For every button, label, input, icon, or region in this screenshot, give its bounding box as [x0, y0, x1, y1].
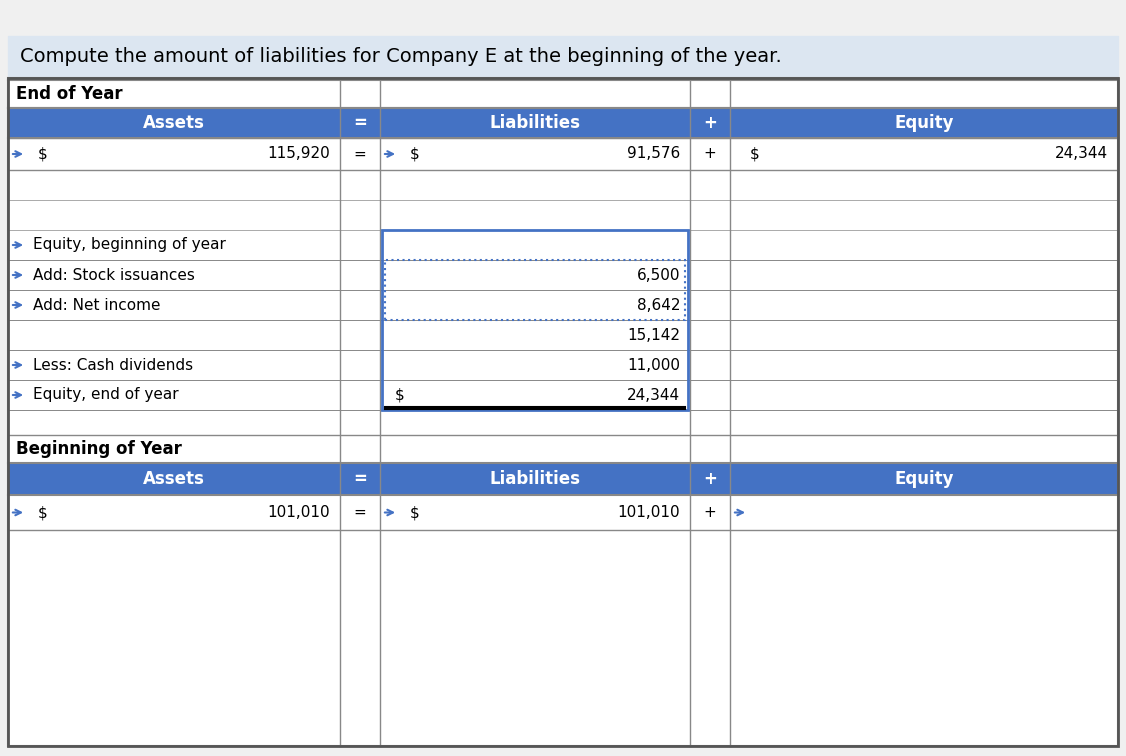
Bar	[379, 260, 690, 290]
Bar	[690, 260, 1118, 290]
Bar	[340, 463, 379, 495]
Bar	[382, 230, 688, 410]
Bar	[730, 463, 1118, 495]
Text: 24,344: 24,344	[627, 388, 680, 402]
Text: $: $	[38, 505, 47, 520]
Text: 91,576: 91,576	[627, 147, 680, 162]
Text: $: $	[410, 505, 420, 520]
Text: 24,344: 24,344	[1055, 147, 1108, 162]
Text: $: $	[410, 147, 420, 162]
Bar	[8, 78, 1118, 746]
Text: $: $	[395, 388, 404, 402]
Bar	[8, 138, 340, 170]
Bar	[8, 350, 340, 380]
Bar	[730, 495, 1118, 530]
Text: Assets: Assets	[143, 114, 205, 132]
Text: End of Year: End of Year	[16, 85, 123, 103]
Text: Equity: Equity	[894, 114, 954, 132]
Text: 11,000: 11,000	[627, 358, 680, 373]
Bar	[730, 138, 1118, 170]
Bar	[8, 463, 340, 495]
Bar	[379, 230, 690, 260]
Bar	[8, 78, 1118, 746]
Text: 8,642: 8,642	[636, 298, 680, 312]
Bar	[690, 108, 730, 138]
Bar	[340, 380, 379, 410]
Bar	[379, 320, 690, 350]
Bar	[8, 380, 340, 410]
Bar	[340, 320, 379, 350]
Text: 101,010: 101,010	[617, 505, 680, 520]
Bar	[340, 230, 379, 260]
Bar	[379, 380, 690, 410]
Text: +: +	[703, 470, 717, 488]
Bar	[379, 350, 690, 380]
Bar	[340, 350, 379, 380]
Text: Equity, end of year: Equity, end of year	[33, 388, 179, 402]
Bar	[8, 290, 340, 320]
Text: =: =	[354, 114, 367, 132]
Bar	[379, 463, 690, 495]
Text: Add: Stock issuances: Add: Stock issuances	[33, 268, 195, 283]
Text: Beginning of Year: Beginning of Year	[16, 440, 182, 458]
Bar	[690, 290, 1118, 320]
Text: 15,142: 15,142	[627, 327, 680, 342]
Bar	[8, 80, 1118, 108]
Bar	[8, 170, 1118, 200]
Text: 115,920: 115,920	[267, 147, 330, 162]
Text: 6,500: 6,500	[636, 268, 680, 283]
Bar	[8, 260, 340, 290]
Bar	[690, 138, 730, 170]
Bar	[8, 78, 1118, 746]
Bar	[690, 380, 1118, 410]
Bar	[379, 108, 690, 138]
Bar	[690, 463, 730, 495]
Bar	[379, 495, 690, 530]
Text: Liabilities: Liabilities	[490, 114, 581, 132]
Text: =: =	[354, 505, 366, 520]
Text: =: =	[354, 147, 366, 162]
Bar	[8, 36, 1118, 76]
Bar	[8, 108, 340, 138]
Text: 101,010: 101,010	[267, 505, 330, 520]
Text: Equity, beginning of year: Equity, beginning of year	[33, 237, 226, 253]
Bar	[340, 260, 379, 290]
Text: Assets: Assets	[143, 470, 205, 488]
Text: =: =	[354, 470, 367, 488]
Bar	[385, 260, 685, 320]
Text: +: +	[703, 114, 717, 132]
Bar	[730, 108, 1118, 138]
Bar	[379, 290, 690, 320]
Text: Less: Cash dividends: Less: Cash dividends	[33, 358, 194, 373]
Bar	[8, 495, 340, 530]
Bar	[8, 230, 340, 260]
Bar	[340, 138, 379, 170]
Text: Add: Net income: Add: Net income	[33, 298, 161, 312]
Text: $: $	[750, 147, 760, 162]
Bar	[340, 290, 379, 320]
Text: +: +	[704, 505, 716, 520]
Bar	[340, 108, 379, 138]
Text: Equity: Equity	[894, 470, 954, 488]
Bar	[690, 495, 730, 530]
Bar	[340, 495, 379, 530]
Bar	[690, 350, 1118, 380]
Bar	[8, 200, 1118, 230]
Text: Liabilities: Liabilities	[490, 470, 581, 488]
Bar	[690, 230, 1118, 260]
Text: $: $	[38, 147, 47, 162]
Bar	[690, 320, 1118, 350]
Text: +: +	[704, 147, 716, 162]
Bar	[8, 435, 1118, 463]
Bar	[8, 410, 1118, 435]
Text: Compute the amount of liabilities for Company E at the beginning of the year.: Compute the amount of liabilities for Co…	[20, 47, 781, 66]
Bar	[8, 320, 340, 350]
Bar	[379, 138, 690, 170]
